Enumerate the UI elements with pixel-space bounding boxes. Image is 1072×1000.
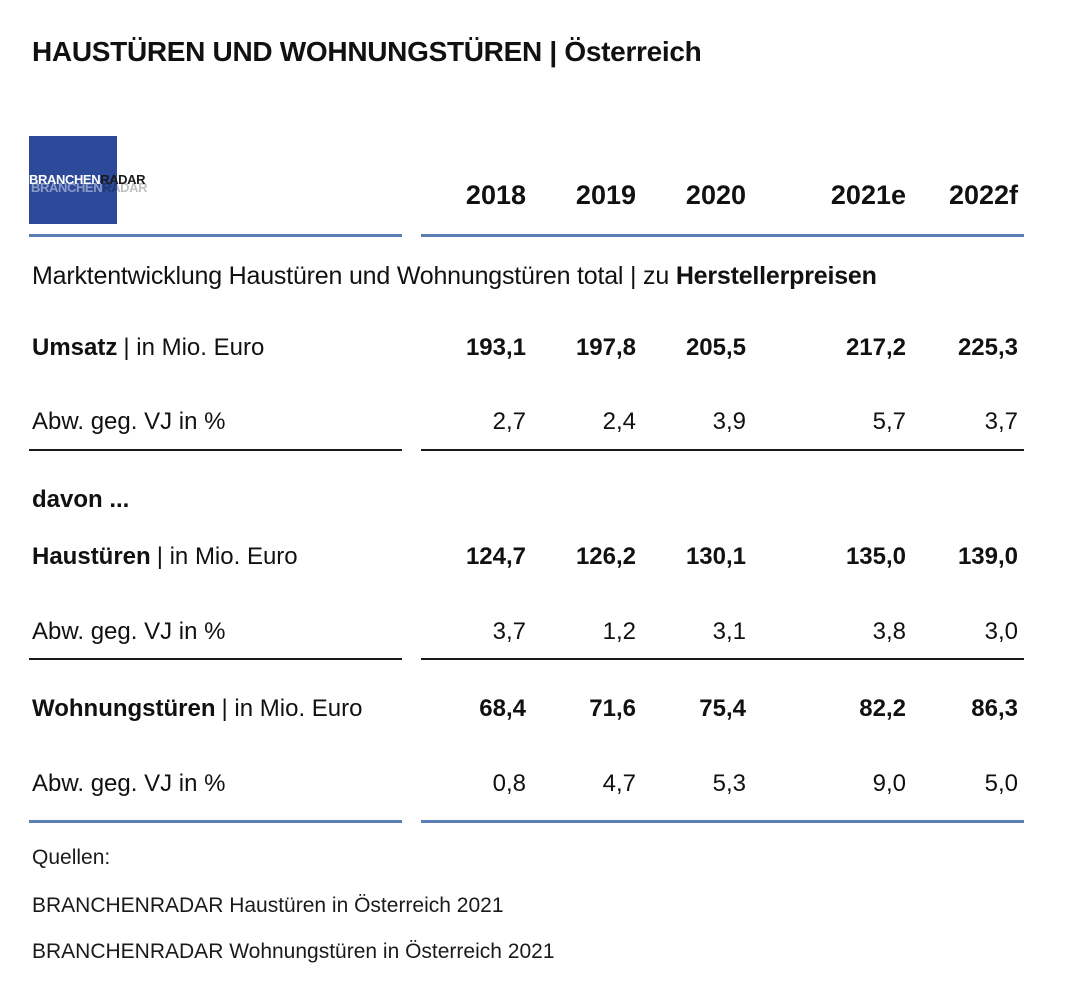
column-header-2019: 2019 (575, 180, 636, 210)
row-label-0: Umsatz | in Mio. Euro (32, 334, 264, 362)
title-subtitle: Österreich (564, 36, 702, 67)
divider-1-right (421, 449, 1024, 451)
title-main: HAUSTÜREN UND WOHNUNGSTÜREN (32, 36, 542, 67)
logo-shadow-text: BRANCHENRADAR (31, 180, 148, 195)
table-cell: 2,4 (602, 408, 636, 435)
row-label-4: Wohnungstüren | in Mio. Euro (32, 695, 362, 723)
logo-text: BRANCHENRADAR (29, 172, 146, 187)
table-cell: 3,1 (712, 618, 746, 645)
row-label-3: Abw. geg. VJ in % (32, 618, 226, 645)
row-label-2: Haustüren | in Mio. Euro (32, 543, 298, 571)
table-cell: 1,2 (602, 618, 636, 645)
table-cell: 3,7 (492, 618, 526, 645)
table-cell: 86,3 (971, 695, 1018, 722)
intermediate-label: davon ... (32, 486, 129, 514)
section-title-plain: Marktentwicklung Haustüren und Wohnungst… (32, 262, 676, 290)
source-item-2: BRANCHENRADAR Wohnungstüren in Österreic… (32, 940, 555, 963)
table-cell: 71,6 (589, 695, 636, 722)
table-cell: 5,7 (872, 408, 906, 435)
table-cell: 3,0 (984, 618, 1018, 645)
table-cell: 193,1 (465, 334, 526, 361)
table-cell: 5,0 (984, 770, 1018, 797)
footer-rule-right (421, 820, 1024, 823)
row-label-5: Abw. geg. VJ in % (32, 770, 226, 797)
section-title: Marktentwicklung Haustüren und Wohnungst… (32, 262, 877, 291)
title-separator: | (549, 36, 557, 67)
column-header-2018: 2018 (465, 180, 526, 210)
sources-heading: Quellen: (32, 846, 111, 869)
table-cell: 9,0 (872, 770, 906, 797)
table-cell: 197,8 (575, 334, 636, 361)
table-cell: 126,2 (575, 543, 636, 570)
divider-1-left (29, 449, 402, 451)
table-cell: 217,2 (845, 334, 906, 361)
row-label-unit: | in Mio. Euro (123, 334, 265, 361)
footer-rule-left (29, 820, 402, 823)
intermediate-label-text: davon ... (32, 486, 130, 513)
row-label-bold: Haustüren (32, 543, 151, 570)
table-cell: 225,3 (957, 334, 1018, 361)
column-header-2020: 2020 (685, 180, 746, 210)
logo-shadow-part1: BRANCHEN (31, 180, 103, 195)
section-title-bold: Herstellerpreisen (675, 262, 877, 290)
table-cell: 3,8 (872, 618, 906, 645)
row-label-bold: Wohnungstüren (32, 695, 216, 722)
header-rule-right (421, 234, 1024, 237)
divider-2-right (421, 658, 1024, 660)
table-cell: 75,4 (699, 695, 746, 722)
divider-2-left (29, 658, 402, 660)
row-label-unit: | in Mio. Euro (221, 695, 363, 722)
table-cell: 3,7 (984, 408, 1018, 435)
table-cell: 135,0 (845, 543, 906, 570)
table-cell: 3,9 (712, 408, 746, 435)
logo-text-part1: BRANCHEN (29, 172, 101, 187)
row-label-bold: Umsatz (32, 334, 118, 361)
row-label-1: Abw. geg. VJ in % (32, 408, 226, 435)
row-label-unit: | in Mio. Euro (156, 543, 298, 570)
logo-shadow-part2: RADAR (102, 180, 148, 195)
table-cell: 68,4 (479, 695, 526, 722)
column-header-2021e: 2021e (830, 180, 906, 210)
table-cell: 139,0 (957, 543, 1018, 570)
table-cell: 205,5 (685, 334, 746, 361)
branchenradar-logo: BRANCHENRADAR BRANCHENRADAR (29, 136, 148, 224)
source-item-1: BRANCHENRADAR Haustüren in Österreich 20… (32, 894, 504, 917)
column-header-2022f: 2022f (948, 180, 1018, 210)
table-cell: 82,2 (859, 695, 906, 722)
table-cell: 2,7 (492, 408, 526, 435)
table-cell: 4,7 (602, 770, 636, 797)
page-title: HAUSTÜREN UND WOHNUNGSTÜREN | Österreich (32, 36, 702, 68)
table-cell: 130,1 (685, 543, 746, 570)
table-cell: 5,3 (712, 770, 746, 797)
logo-text-part2: RADAR (100, 172, 146, 187)
table-cell: 124,7 (465, 543, 526, 570)
table-cell: 0,8 (492, 770, 526, 797)
header-rule-left (29, 234, 402, 237)
